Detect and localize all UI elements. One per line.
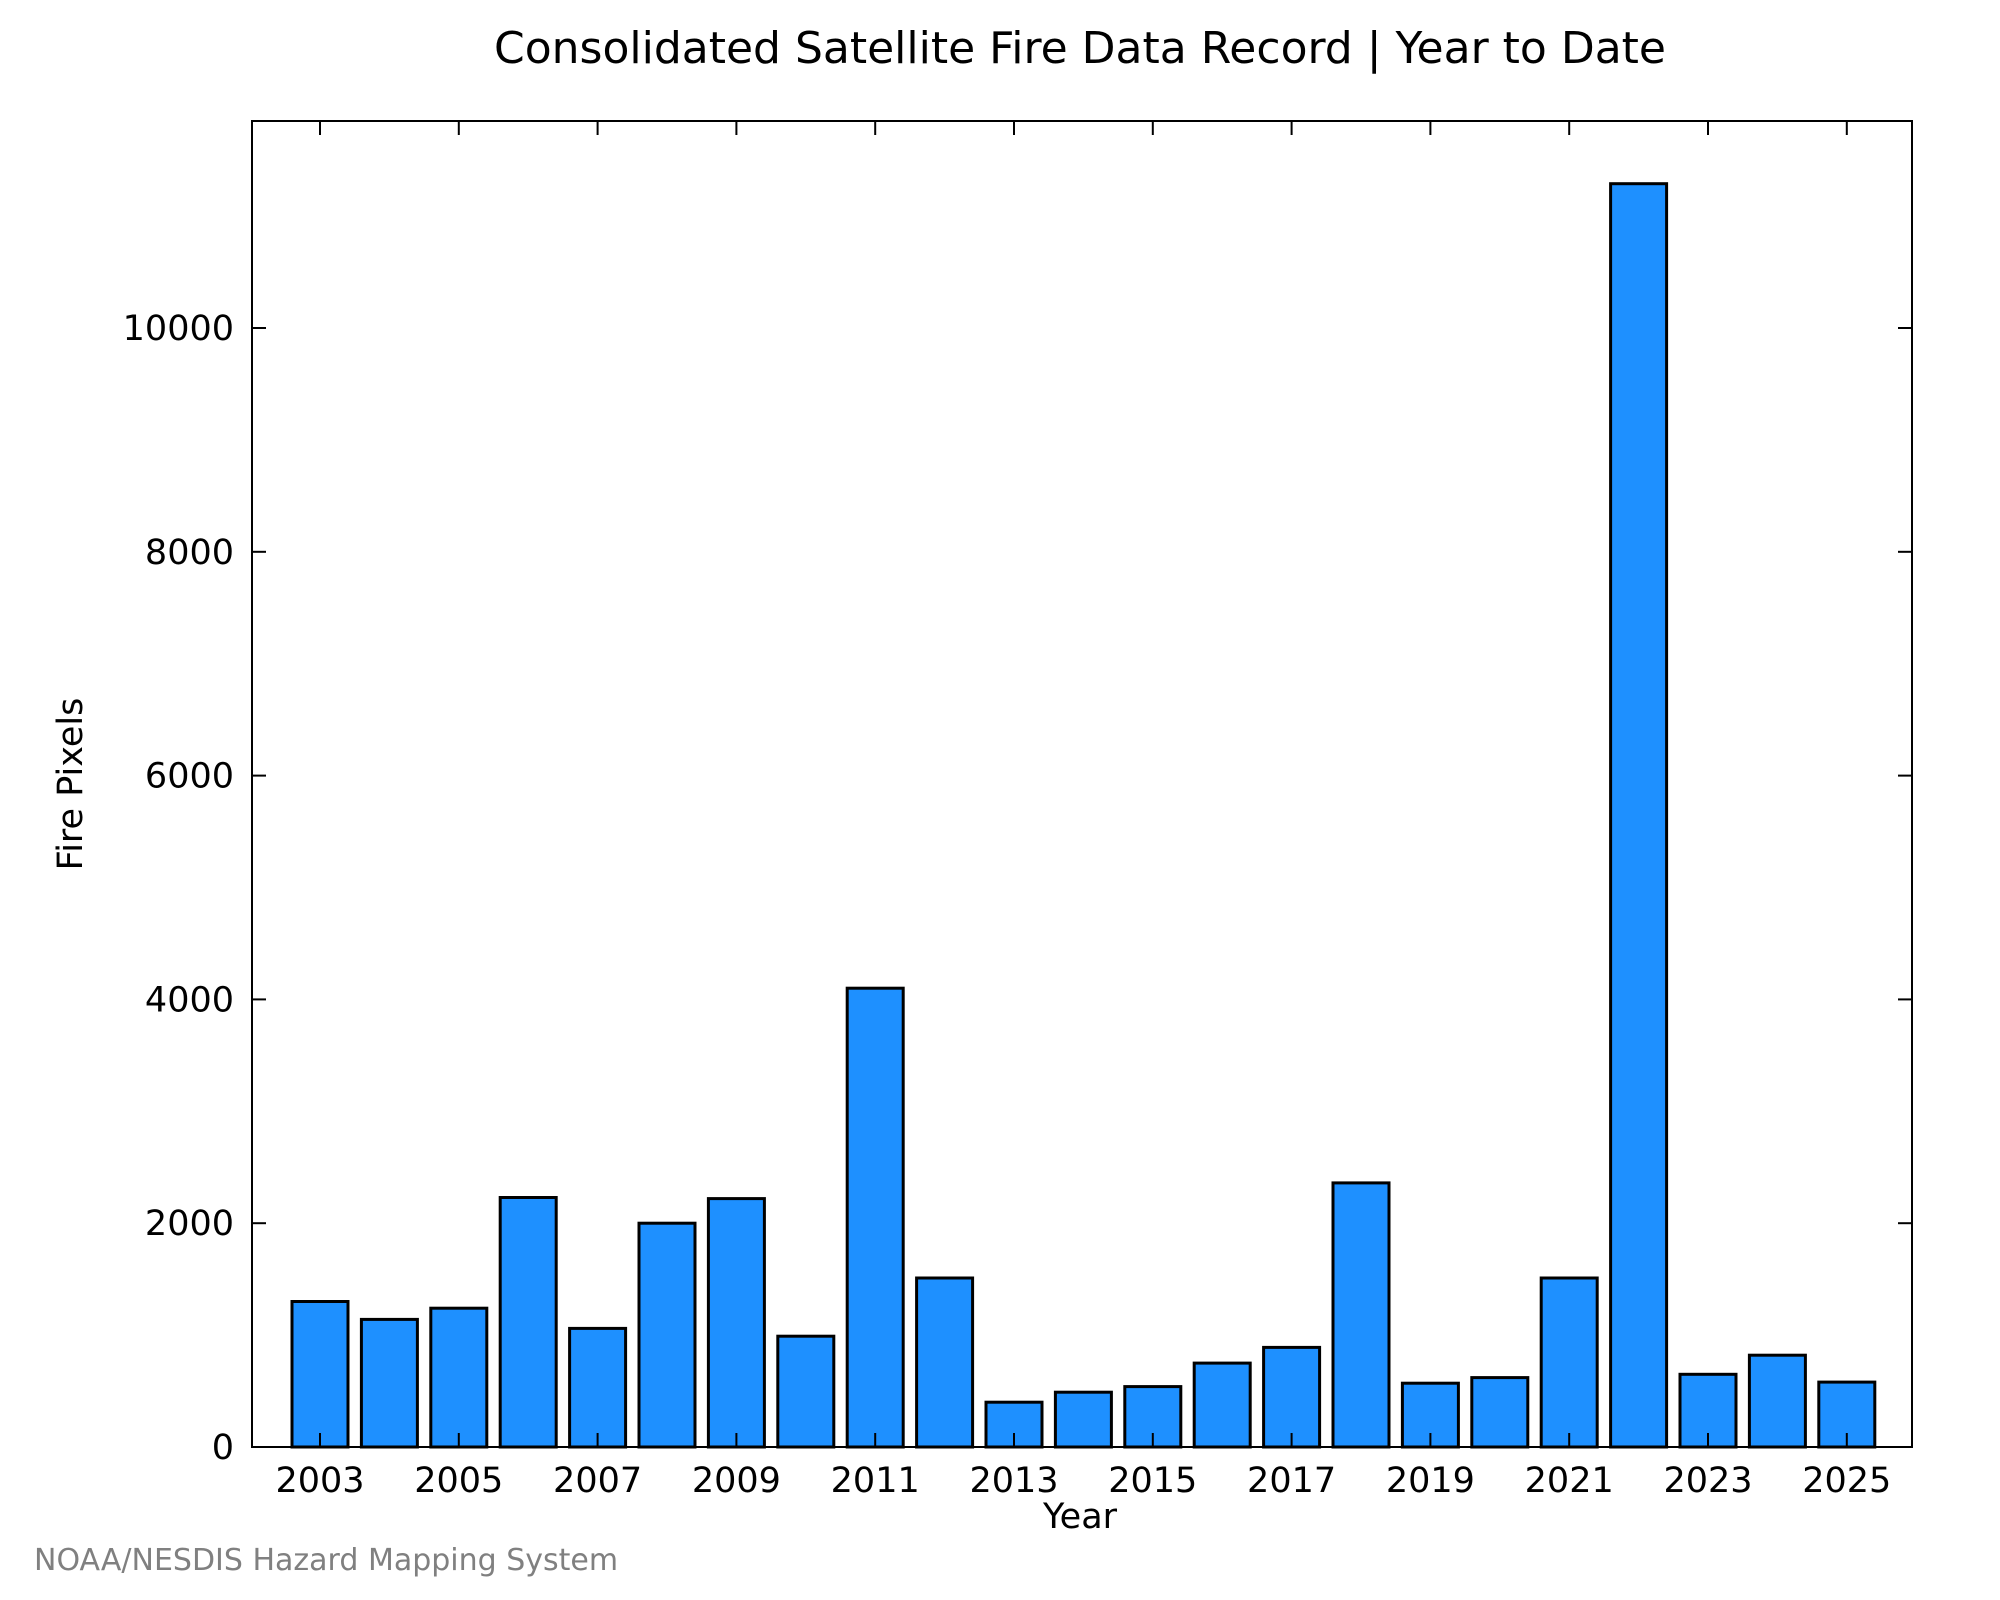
bar-2005 bbox=[429, 1306, 489, 1449]
x-tick-label: 2011 bbox=[831, 1461, 920, 1501]
bar-2021 bbox=[1539, 1276, 1599, 1449]
y-tick-label: 0 bbox=[212, 1428, 234, 1468]
bar-2010 bbox=[776, 1334, 836, 1449]
x-tick-label: 2005 bbox=[414, 1461, 503, 1501]
bar-2020 bbox=[1470, 1376, 1530, 1449]
x-tick-label: 2017 bbox=[1247, 1461, 1336, 1501]
bar-2004 bbox=[359, 1317, 419, 1449]
bar-2003 bbox=[290, 1300, 350, 1449]
bar-2016 bbox=[1192, 1361, 1252, 1449]
y-tick-label: 10000 bbox=[123, 309, 234, 349]
bar-2012 bbox=[915, 1276, 975, 1449]
chart-title: Consolidated Satellite Fire Data Record … bbox=[494, 23, 1666, 74]
y-tick-label: 8000 bbox=[145, 533, 234, 573]
x-tick-label: 2021 bbox=[1525, 1461, 1614, 1501]
bar-2024 bbox=[1747, 1353, 1807, 1449]
plot-frame bbox=[251, 120, 1913, 1448]
x-tick-label: 2013 bbox=[969, 1461, 1058, 1501]
y-tick-label: 2000 bbox=[145, 1204, 234, 1244]
credit-text: NOAA/NESDIS Hazard Mapping System bbox=[34, 1543, 618, 1578]
x-tick-label: 2009 bbox=[692, 1461, 781, 1501]
bar-2014 bbox=[1053, 1390, 1113, 1449]
bar-2009 bbox=[706, 1197, 766, 1449]
bar-2008 bbox=[637, 1221, 697, 1449]
bars-group bbox=[290, 182, 1877, 1449]
bar-2011 bbox=[845, 986, 905, 1449]
y-axis: 0 2000 4000 6000 8000 10000 bbox=[123, 309, 1912, 1468]
x-tick-label: 2003 bbox=[275, 1461, 364, 1501]
y-tick-label: 4000 bbox=[145, 980, 234, 1020]
bar-2007 bbox=[568, 1326, 628, 1449]
x-tick-label: 2007 bbox=[553, 1461, 642, 1501]
x-tick-label: 2025 bbox=[1802, 1461, 1891, 1501]
x-axis: 2003 2005 2007 2009 2011 2013 2015 2017 2019 2021… bbox=[275, 121, 1891, 1501]
x-tick-label: 2015 bbox=[1108, 1461, 1197, 1501]
bar-2006 bbox=[498, 1196, 558, 1449]
x-tick-label: 2019 bbox=[1386, 1461, 1475, 1501]
y-axis-label: Fire Pixels bbox=[51, 698, 91, 871]
x-axis-label: Year bbox=[1042, 1497, 1118, 1537]
bar-2017 bbox=[1262, 1345, 1322, 1449]
bar-2022 bbox=[1609, 182, 1669, 1449]
y-tick-label: 6000 bbox=[145, 757, 234, 797]
bar-2018 bbox=[1331, 1181, 1391, 1449]
x-tick-label: 2023 bbox=[1663, 1461, 1752, 1501]
